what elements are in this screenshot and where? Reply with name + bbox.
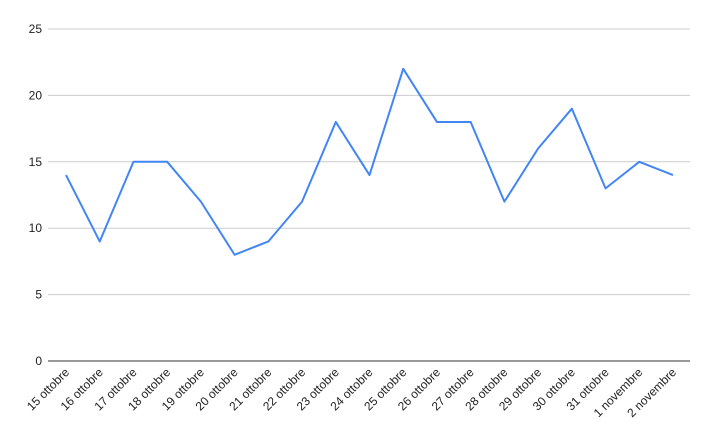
y-tick-label: 10 xyxy=(29,221,43,235)
y-tick-label: 0 xyxy=(35,354,42,368)
y-tick-label: 5 xyxy=(35,288,42,302)
y-tick-label: 20 xyxy=(29,88,43,102)
y-tick-label: 25 xyxy=(29,22,43,36)
gridlines xyxy=(48,28,690,362)
series-line xyxy=(65,67,674,256)
y-tick-label: 15 xyxy=(29,155,43,169)
y-axis-ticks: 0 5 10 15 20 25 xyxy=(29,22,43,368)
series-group xyxy=(65,67,674,256)
